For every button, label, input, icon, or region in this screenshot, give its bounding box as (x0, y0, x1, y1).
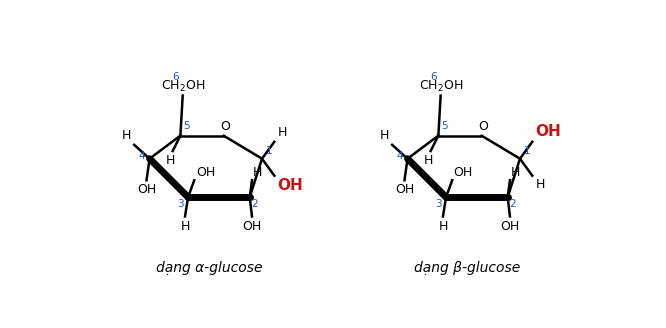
Text: H: H (122, 129, 131, 142)
Text: 4: 4 (139, 151, 145, 161)
Text: OH: OH (137, 183, 156, 196)
Text: H: H (253, 166, 262, 179)
Text: 6: 6 (172, 72, 179, 82)
Text: O: O (478, 119, 488, 133)
Text: H: H (511, 166, 520, 179)
Text: H: H (166, 154, 175, 167)
Text: OH: OH (500, 219, 519, 233)
Text: OH: OH (395, 183, 414, 196)
Text: H: H (424, 154, 433, 167)
Text: 4: 4 (396, 151, 403, 161)
Text: OH: OH (535, 124, 561, 139)
Text: H: H (180, 219, 190, 233)
Text: OH: OH (242, 219, 262, 233)
Text: dạng α-glucose: dạng α-glucose (157, 261, 263, 275)
Text: 3: 3 (178, 199, 184, 209)
Text: OH: OH (196, 166, 215, 179)
Text: H: H (380, 129, 389, 142)
Text: 5: 5 (183, 121, 190, 131)
Text: H: H (438, 219, 448, 233)
Text: $\mathregular{CH_2OH}$: $\mathregular{CH_2OH}$ (418, 79, 463, 94)
Text: 3: 3 (436, 199, 442, 209)
Text: 6: 6 (430, 72, 437, 82)
Text: 2: 2 (251, 199, 258, 209)
Text: 1: 1 (524, 146, 530, 155)
Text: O: O (220, 119, 230, 133)
Text: H: H (535, 178, 545, 191)
Text: OH: OH (454, 166, 473, 179)
Text: 2: 2 (509, 199, 515, 209)
Text: $\mathregular{CH_2OH}$: $\mathregular{CH_2OH}$ (161, 79, 205, 94)
Text: 5: 5 (442, 121, 448, 131)
Text: OH: OH (278, 178, 303, 193)
Text: 1: 1 (266, 146, 272, 155)
Text: dạng β-glucose: dạng β-glucose (414, 261, 521, 275)
Text: H: H (278, 127, 287, 139)
